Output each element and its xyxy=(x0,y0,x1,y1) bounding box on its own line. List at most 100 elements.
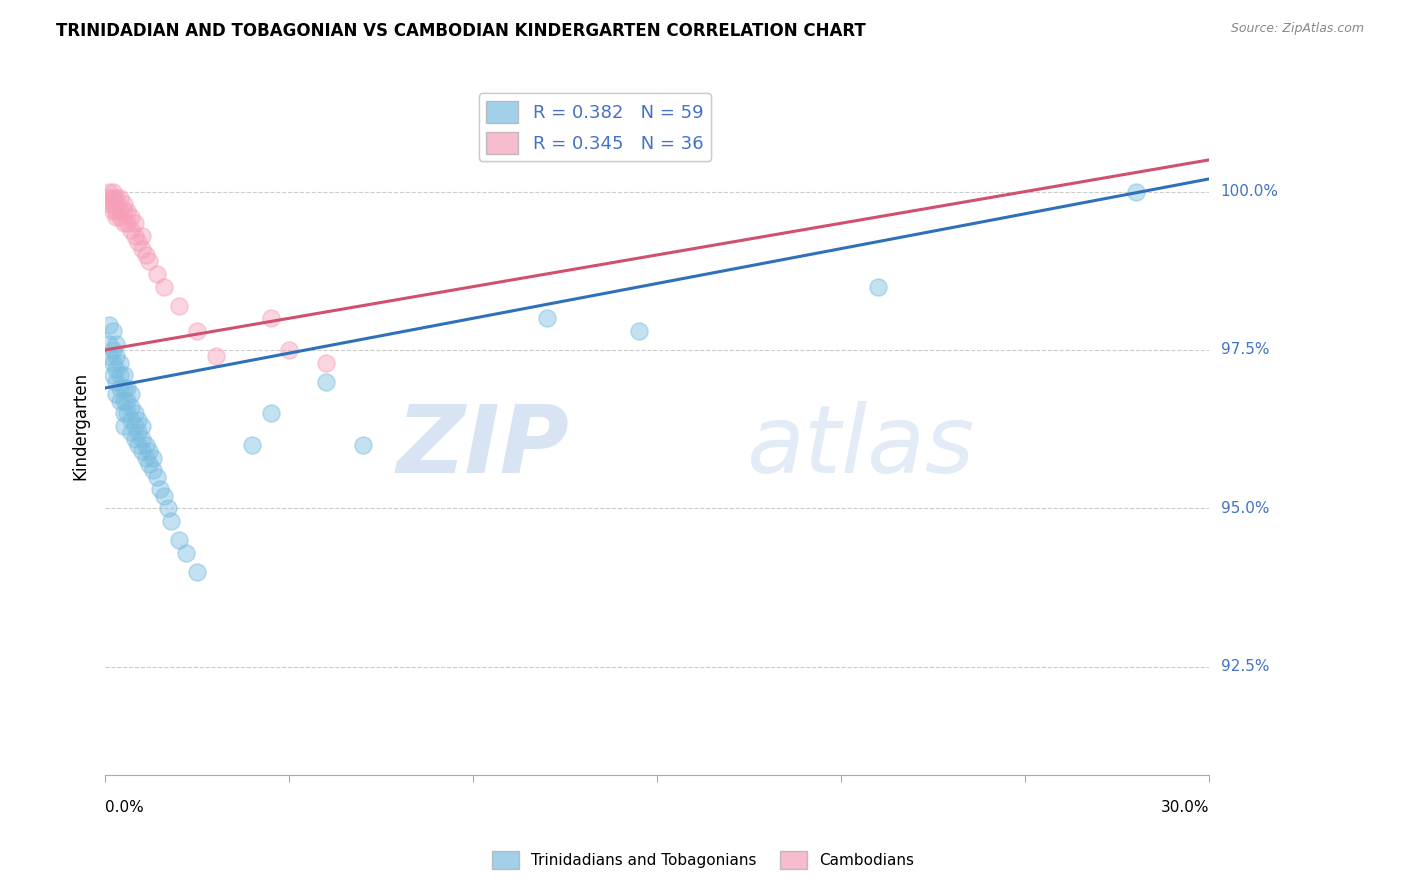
Point xyxy=(868,279,890,293)
Point xyxy=(105,336,128,351)
Point xyxy=(142,450,165,465)
Legend: Trinidadians and Tobagonians, Cambodians: Trinidadians and Tobagonians, Cambodians xyxy=(485,845,921,875)
Point xyxy=(105,203,128,218)
Point xyxy=(131,432,153,446)
Point xyxy=(142,463,165,477)
Point xyxy=(101,191,124,205)
Text: 30.0%: 30.0% xyxy=(1161,800,1209,815)
Point xyxy=(186,324,208,338)
Point xyxy=(97,191,120,205)
Point xyxy=(260,406,283,420)
Point xyxy=(352,438,374,452)
Point xyxy=(124,432,146,446)
Point xyxy=(131,444,153,458)
Point xyxy=(97,336,120,351)
Point xyxy=(131,419,153,434)
Point xyxy=(167,299,190,313)
Point xyxy=(101,324,124,338)
Point xyxy=(117,203,139,218)
Point xyxy=(138,457,160,471)
Point xyxy=(127,412,149,426)
Point xyxy=(138,254,160,268)
Point xyxy=(167,533,190,547)
Point xyxy=(112,197,135,211)
Legend: R = 0.382   N = 59, R = 0.345   N = 36: R = 0.382 N = 59, R = 0.345 N = 36 xyxy=(478,94,710,161)
Point xyxy=(105,191,128,205)
Point xyxy=(112,368,135,383)
Text: 95.0%: 95.0% xyxy=(1220,501,1270,516)
Point xyxy=(101,356,124,370)
Point xyxy=(242,438,264,452)
Point xyxy=(153,489,176,503)
Point xyxy=(124,216,146,230)
Point xyxy=(124,406,146,420)
Point xyxy=(105,375,128,389)
Point xyxy=(112,406,135,420)
Point xyxy=(117,381,139,395)
Point xyxy=(315,356,337,370)
Point xyxy=(97,185,120,199)
Point xyxy=(135,438,157,452)
Text: 100.0%: 100.0% xyxy=(1220,184,1278,199)
Point xyxy=(127,438,149,452)
Point xyxy=(138,444,160,458)
Point xyxy=(131,242,153,256)
Point xyxy=(120,210,142,224)
Text: atlas: atlas xyxy=(745,401,974,492)
Point xyxy=(260,311,283,326)
Point xyxy=(149,483,172,497)
Point xyxy=(108,381,131,395)
Point xyxy=(105,197,128,211)
Point xyxy=(124,419,146,434)
Point xyxy=(101,343,124,357)
Point xyxy=(112,381,135,395)
Text: ZIP: ZIP xyxy=(396,401,569,493)
Point xyxy=(101,368,124,383)
Point xyxy=(124,228,146,243)
Point xyxy=(131,228,153,243)
Point xyxy=(101,185,124,199)
Point xyxy=(108,368,131,383)
Text: 97.5%: 97.5% xyxy=(1220,343,1270,358)
Point xyxy=(105,210,128,224)
Point xyxy=(108,210,131,224)
Point xyxy=(97,349,120,363)
Point xyxy=(186,565,208,579)
Point xyxy=(112,393,135,408)
Point xyxy=(120,387,142,401)
Point xyxy=(135,248,157,262)
Point xyxy=(97,318,120,332)
Point xyxy=(105,362,128,376)
Point xyxy=(127,235,149,250)
Point xyxy=(204,349,226,363)
Point xyxy=(1125,185,1147,199)
Point xyxy=(117,393,139,408)
Point xyxy=(105,387,128,401)
Point xyxy=(145,469,167,483)
Point xyxy=(108,356,131,370)
Point xyxy=(627,324,650,338)
Point xyxy=(120,222,142,236)
Point xyxy=(156,501,179,516)
Point xyxy=(101,203,124,218)
Point xyxy=(536,311,558,326)
Point xyxy=(120,400,142,414)
Point xyxy=(101,197,124,211)
Point xyxy=(108,191,131,205)
Point xyxy=(135,450,157,465)
Point xyxy=(112,203,135,218)
Point xyxy=(120,412,142,426)
Point xyxy=(145,267,167,281)
Point xyxy=(108,203,131,218)
Point xyxy=(112,419,135,434)
Text: 0.0%: 0.0% xyxy=(105,800,143,815)
Point xyxy=(117,216,139,230)
Point xyxy=(278,343,301,357)
Point xyxy=(315,375,337,389)
Point xyxy=(97,197,120,211)
Point xyxy=(108,393,131,408)
Point xyxy=(127,425,149,440)
Point xyxy=(120,425,142,440)
Text: TRINIDADIAN AND TOBAGONIAN VS CAMBODIAN KINDERGARTEN CORRELATION CHART: TRINIDADIAN AND TOBAGONIAN VS CAMBODIAN … xyxy=(56,22,866,40)
Point xyxy=(117,406,139,420)
